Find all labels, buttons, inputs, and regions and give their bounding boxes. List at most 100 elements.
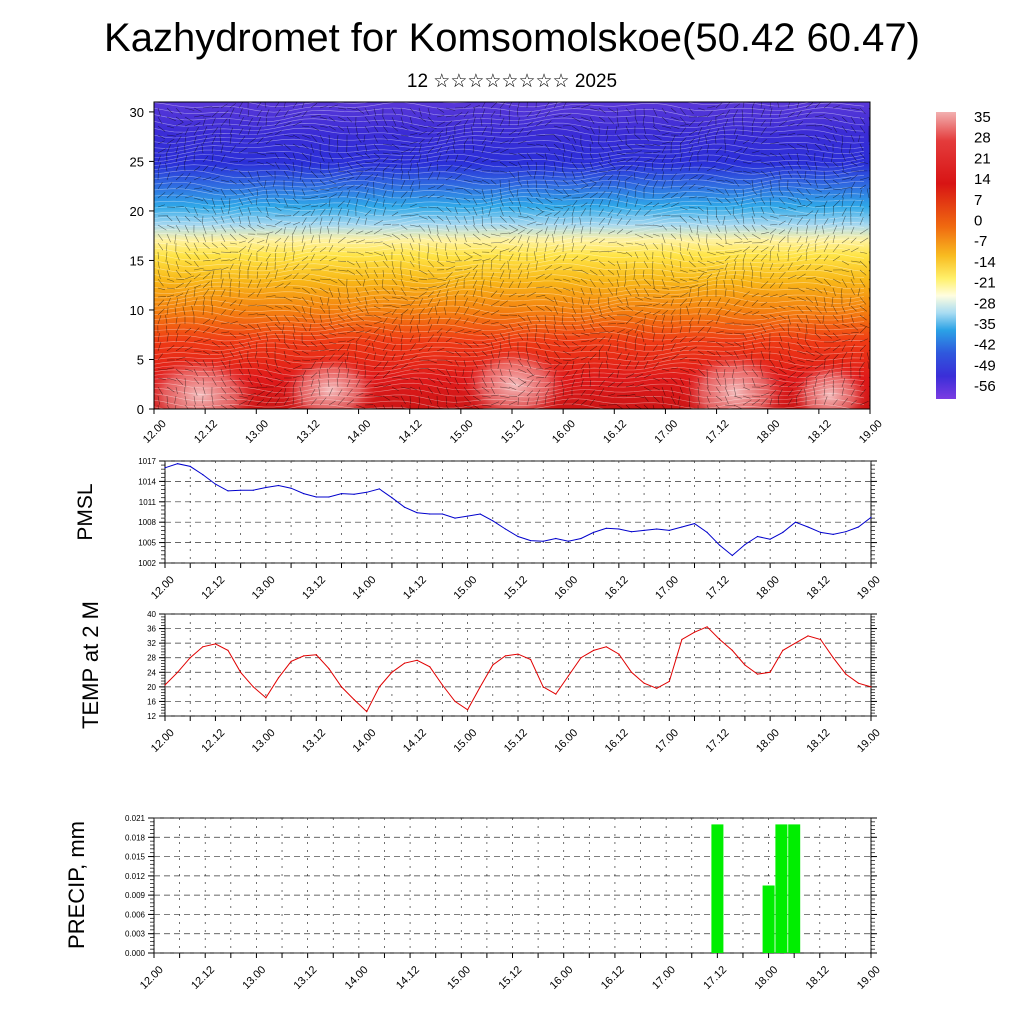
wind-vector — [373, 220, 383, 226]
wind-vector — [526, 161, 530, 170]
wind-vector — [472, 259, 482, 262]
wind-vector — [796, 341, 804, 350]
wind-vector — [409, 116, 413, 125]
wind-vector — [625, 175, 633, 181]
wind-vector — [724, 251, 735, 254]
wind-vector — [814, 170, 816, 179]
wind-vector — [328, 278, 338, 284]
wind-vector — [804, 170, 807, 181]
wind-vector — [229, 233, 237, 241]
wind-vector — [472, 107, 475, 118]
wind-vector — [787, 323, 789, 333]
wind-vector — [391, 287, 396, 296]
wind-vector — [607, 314, 615, 320]
wind-vector — [292, 359, 301, 362]
wind-vector — [778, 281, 784, 289]
panel-2-y-tick-label: 36 — [147, 625, 156, 634]
wind-vector — [517, 381, 527, 388]
wind-vector — [337, 314, 345, 322]
wind-vector — [859, 217, 864, 226]
wind-vector — [823, 218, 829, 226]
wind-vector — [247, 368, 252, 378]
wind-vector — [328, 217, 334, 226]
wind-vector — [202, 126, 208, 136]
wind-vector — [166, 278, 175, 282]
wind-vector — [256, 170, 260, 180]
wind-vector — [454, 350, 462, 357]
wind-vector — [418, 269, 428, 275]
wind-vector — [526, 129, 533, 136]
wind-vector — [535, 350, 540, 359]
wind-vector — [715, 251, 725, 255]
wind-vector — [229, 341, 236, 350]
wind-vector — [697, 136, 701, 145]
wind-vector — [364, 314, 374, 317]
wind-vector — [337, 200, 345, 208]
wind-vector — [508, 269, 511, 280]
wind-vector — [373, 305, 381, 310]
wind-vector — [706, 143, 710, 154]
wind-vector — [220, 127, 222, 136]
panel-2-data-point — [593, 649, 595, 652]
wind-vector — [247, 279, 253, 289]
wind-vector — [373, 326, 381, 334]
wind-vector — [211, 224, 217, 233]
wind-vector — [229, 168, 238, 172]
panel-1-y-tick-label: 1011 — [139, 498, 157, 507]
wind-vector — [787, 287, 798, 289]
wind-vector — [670, 315, 674, 325]
wind-vector — [661, 395, 664, 404]
wind-vector — [427, 368, 435, 373]
wind-vector — [733, 395, 742, 399]
wind-vector — [364, 107, 370, 115]
wind-vector — [715, 146, 722, 154]
wind-vector — [346, 338, 355, 343]
wind-vector — [643, 287, 650, 297]
wind-vector — [472, 136, 474, 145]
wind-vector — [535, 179, 537, 188]
wind-vector — [436, 224, 439, 235]
wind-vector — [229, 332, 237, 339]
colorbar — [936, 112, 956, 399]
wind-vector — [346, 107, 357, 111]
wind-vector — [706, 350, 716, 355]
wind-vector — [328, 353, 335, 361]
wind-vector — [813, 386, 816, 397]
wind-vector — [697, 242, 702, 251]
wind-vector — [427, 206, 438, 209]
wind-vector — [715, 260, 724, 264]
wind-vector — [715, 102, 723, 109]
wind-vector — [634, 172, 636, 181]
wind-vector — [157, 182, 163, 190]
wind-vector — [265, 215, 273, 221]
wind-vector — [184, 336, 192, 343]
wind-vector — [364, 173, 374, 181]
wind-vector — [670, 173, 677, 181]
wind-vector — [805, 314, 809, 324]
wind-vector — [292, 323, 296, 333]
wind-vector — [740, 197, 744, 207]
heatmap-x-tick-label: 19.00 — [857, 418, 885, 446]
wind-vector — [292, 188, 296, 198]
wind-vector — [472, 188, 482, 195]
wind-vector — [463, 137, 469, 145]
wind-vector — [157, 332, 160, 343]
wind-vector — [337, 216, 341, 226]
wind-vector — [859, 125, 866, 134]
wind-vector — [238, 215, 242, 224]
wind-vector — [715, 279, 718, 289]
wind-vector — [382, 343, 389, 352]
wind-vector — [210, 280, 213, 289]
wind-vector — [760, 246, 769, 253]
wind-vector — [526, 188, 533, 198]
panel-1-data-point — [820, 531, 822, 534]
wind-vector — [535, 323, 538, 333]
isoline — [154, 205, 865, 217]
wind-vector — [211, 127, 219, 136]
wind-vector — [571, 332, 581, 338]
wind-vector — [256, 240, 265, 244]
wind-vector — [787, 143, 797, 150]
wind-vector — [598, 238, 605, 244]
panel-1-x-tick-label: 17.12 — [704, 574, 732, 602]
wind-vector — [742, 341, 745, 350]
